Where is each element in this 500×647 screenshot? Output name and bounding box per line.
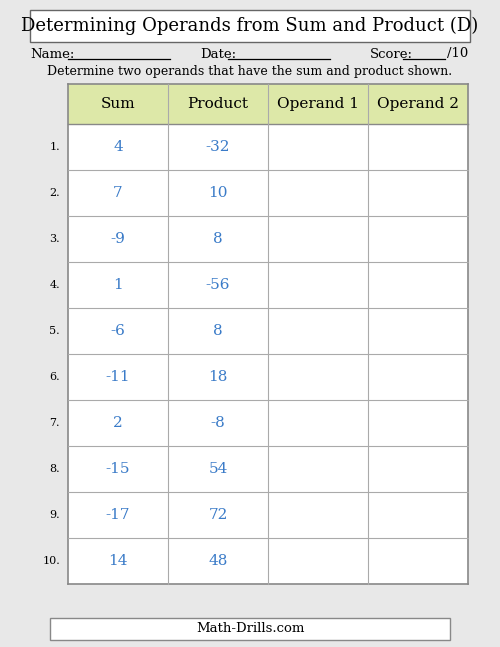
Text: 54: 54 (208, 462, 228, 476)
Text: /10: /10 (447, 47, 468, 61)
FancyBboxPatch shape (68, 400, 468, 446)
FancyBboxPatch shape (30, 10, 470, 42)
FancyBboxPatch shape (68, 170, 468, 216)
Text: -6: -6 (110, 324, 126, 338)
Text: Operand 1: Operand 1 (277, 97, 359, 111)
Text: -17: -17 (106, 508, 130, 522)
FancyBboxPatch shape (368, 84, 468, 124)
Text: 72: 72 (208, 508, 228, 522)
Text: 10.: 10. (42, 556, 60, 566)
Text: Math-Drills.com: Math-Drills.com (196, 622, 304, 635)
Text: 1.: 1. (50, 142, 60, 152)
Text: 8: 8 (213, 324, 223, 338)
Text: Operand 2: Operand 2 (377, 97, 459, 111)
FancyBboxPatch shape (68, 446, 468, 492)
Text: 14: 14 (108, 554, 128, 568)
Text: 2.: 2. (50, 188, 60, 198)
Text: 2: 2 (113, 416, 123, 430)
Text: -11: -11 (106, 370, 130, 384)
Text: Product: Product (188, 97, 248, 111)
Text: -56: -56 (206, 278, 230, 292)
Text: Date:: Date: (200, 47, 236, 61)
FancyBboxPatch shape (68, 216, 468, 262)
Text: -15: -15 (106, 462, 130, 476)
FancyBboxPatch shape (168, 84, 268, 124)
Text: 7.: 7. (50, 418, 60, 428)
Text: Score:: Score: (370, 47, 413, 61)
FancyBboxPatch shape (68, 84, 168, 124)
Text: 7: 7 (113, 186, 123, 200)
Text: 4.: 4. (50, 280, 60, 290)
FancyBboxPatch shape (68, 124, 468, 170)
Text: 3.: 3. (50, 234, 60, 244)
Text: 4: 4 (113, 140, 123, 154)
Text: 10: 10 (208, 186, 228, 200)
Text: Name:: Name: (30, 47, 74, 61)
Text: 8: 8 (213, 232, 223, 246)
FancyBboxPatch shape (68, 492, 468, 538)
Text: 1: 1 (113, 278, 123, 292)
FancyBboxPatch shape (68, 354, 468, 400)
Text: 5.: 5. (50, 326, 60, 336)
Text: 9.: 9. (50, 510, 60, 520)
Text: Determining Operands from Sum and Product (D): Determining Operands from Sum and Produc… (22, 17, 478, 35)
Text: 6.: 6. (50, 372, 60, 382)
FancyBboxPatch shape (268, 84, 368, 124)
Text: 48: 48 (208, 554, 228, 568)
FancyBboxPatch shape (50, 618, 450, 640)
Text: -9: -9 (110, 232, 126, 246)
FancyBboxPatch shape (68, 538, 468, 584)
FancyBboxPatch shape (68, 308, 468, 354)
Text: -32: -32 (206, 140, 230, 154)
Text: 18: 18 (208, 370, 228, 384)
Text: 8.: 8. (50, 464, 60, 474)
Text: Determine two operands that have the sum and product shown.: Determine two operands that have the sum… (48, 65, 452, 78)
FancyBboxPatch shape (68, 262, 468, 308)
Text: Sum: Sum (100, 97, 136, 111)
Text: -8: -8 (210, 416, 226, 430)
